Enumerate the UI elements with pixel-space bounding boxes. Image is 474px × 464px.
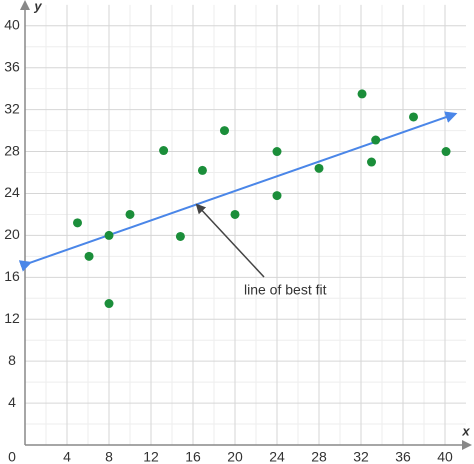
y-tick-label: 8 [8,352,16,368]
y-tick-label: 20 [4,226,20,242]
point [175,231,185,241]
point [371,135,381,145]
annotation: line of best fit [244,282,327,298]
point [73,218,82,228]
y-axis-label: y [33,0,42,13]
x-tick-label: 24 [269,449,285,464]
axes: 0 4 8 12 16 20 24 28 32 36 40 4 8 12 16 20 24 28 32 36 40 x y [4,0,472,464]
point [197,165,207,175]
marks: line of best fit [18,89,458,309]
point [409,112,418,122]
x-tick-label: 32 [353,449,369,464]
point [159,146,169,156]
y-tick-label: 12 [4,310,20,326]
point [314,163,324,173]
x-tick-label: 8 [105,449,113,464]
x-tick-label: 28 [311,449,327,464]
point [84,251,94,261]
annotation-arrow [195,203,265,278]
x-tick-label: 16 [185,449,201,464]
y-tick-label: 40 [4,17,20,33]
point [220,126,229,136]
point [104,230,114,240]
y-tick-label: 32 [4,100,20,116]
x-tick-label: 0 [8,449,16,464]
grid [24,4,466,445]
y-tick-label: 36 [4,58,20,74]
x-tick-label: 20 [227,449,243,464]
x-tick-label: 4 [63,449,71,464]
point [272,147,282,157]
x-tick-label: 36 [395,449,411,464]
point [125,209,135,219]
y-tick-label: 16 [4,268,20,284]
point [357,89,367,99]
y-tick-label: 4 [8,394,16,410]
x-tick-label: 40 [437,449,453,464]
y-tick-label: 28 [4,142,20,158]
point [104,299,114,309]
y-tick-label: 24 [4,184,20,200]
point [272,191,282,201]
x-tick-label: 12 [143,449,159,464]
point [230,209,240,219]
point [367,157,376,167]
x-axis-label: x [461,423,470,438]
fit-line [18,111,458,272]
point [441,147,451,157]
